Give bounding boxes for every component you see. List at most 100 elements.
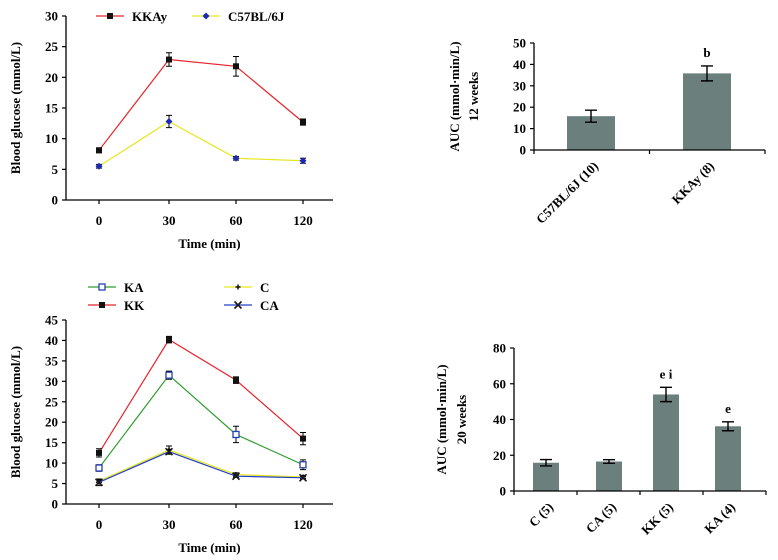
data-point [165,371,173,379]
series-line [98,451,304,483]
data-point [96,147,102,154]
legend-marker [233,300,243,310]
data-point [166,56,172,63]
error-bar [701,65,713,82]
legend-marker [235,284,241,290]
y-tick-label: 50 [513,36,526,51]
y-tick-label: 0 [52,193,59,208]
data-point [300,435,306,442]
x-tick-label: CA (5) [583,500,619,536]
y-axis-label: AUC (mmol·min/L) [434,364,449,474]
y-tick-label: 20 [493,448,506,463]
significance-label: b [703,45,710,60]
y-tick-label: 0 [52,497,59,512]
x-tick-label: 30 [163,517,176,532]
x-tick-label: 0 [96,213,103,228]
legend-label: CA [260,298,279,313]
legend-marker [107,13,113,19]
legend-entry: C57BL/6J [192,9,285,24]
y-tick-label: 20 [513,100,526,115]
data-point [300,119,306,126]
error-bar [540,458,552,467]
x-tick-label: KK (5) [638,500,676,538]
x-tick-label: C (5) [526,500,556,530]
y-tick-label: 80 [493,341,506,356]
y-tick-label: 40 [45,333,58,348]
data-point [232,430,240,439]
bar [683,73,731,150]
y-tick-label: 20 [45,70,58,85]
y-axis-label-period: 12 weeks [466,72,481,121]
y-tick-label: 30 [513,78,526,93]
x-tick-label: 30 [163,213,176,228]
y-tick-label: 15 [45,435,59,450]
y-axis-label: AUC (mmol·min/L) [447,41,462,151]
data-point [233,63,239,70]
legend-marker [202,12,210,20]
data-point [166,336,172,343]
y-tick-label: 20 [45,415,58,430]
x-tick-label: 60 [230,213,243,228]
x-axis-label: Time (min) [178,540,240,555]
series-line [98,449,304,482]
error-bar [722,421,734,432]
data-point [95,162,103,170]
chart-12wk-glucose-timecourse: 0 5 10 15 20 25 30 0 30 60 120 Time (min) Blood gluc… [8,9,333,251]
series-kkay [96,52,306,154]
legend-entry: CA [224,298,279,313]
y-tick-label: 10 [45,456,58,471]
series-line [98,374,304,469]
series-ka [95,370,307,472]
significance-label: e [725,401,731,416]
x-tick-label: 60 [230,517,243,532]
y-tick-label: 40 [493,412,506,427]
legend-marker [98,283,106,291]
series-c57bl-6j [95,114,307,170]
x-tick-label: KKAy (8) [669,159,717,207]
error-bar [660,386,672,403]
chart-20wk-auc-bars: e i e 0 20 40 60 80 C (5) CA (5) KK (5) KA (4) AUC … [434,341,767,538]
y-tick-label: 25 [45,39,59,54]
x-tick-label: KA (4) [701,500,738,537]
y-tick-label: 45 [45,313,59,328]
y-tick-label: 5 [52,476,59,491]
data-point [95,464,103,472]
data-point [96,449,102,456]
y-tick-label: 5 [52,162,59,177]
series-kk [96,335,306,458]
data-point [298,473,308,482]
y-tick-label: 35 [45,353,59,368]
error-bar [585,109,597,123]
legend-marker [99,302,105,308]
y-tick-label: 0 [520,143,527,158]
bar [533,462,559,491]
chart-12wk-auc-bars: b 0 10 20 30 40 50 C57BL/6J (10) KKAy (8) AUC (mm… [447,36,766,227]
data-point [231,472,241,481]
x-tick-label: 0 [96,517,103,532]
y-tick-label: 10 [513,121,526,136]
x-axis-label: Time (min) [178,236,240,251]
y-axis-label-period: 20 weeks [454,395,469,444]
y-tick-label: 0 [500,484,507,499]
y-tick-label: 25 [45,394,59,409]
bar [596,461,622,491]
data-point [165,117,173,125]
data-point [164,447,174,456]
error-bar [603,459,615,464]
y-tick-label: 10 [45,131,58,146]
bar [653,394,679,491]
series-line [98,120,304,167]
bar [715,426,741,491]
y-tick-label: 30 [45,9,58,24]
legend-entry: C [224,280,269,295]
legend-entry: KK [88,298,145,313]
y-tick-label: 40 [513,57,526,72]
y-axis-label: Blood glucose (mmol/L) [8,346,23,478]
data-point [94,478,104,487]
legend-label: KK [124,298,145,313]
legend-label: C57BL/6J [228,9,285,24]
legend-entry: KA [88,280,144,295]
data-point [299,461,307,469]
data-point [233,377,239,384]
